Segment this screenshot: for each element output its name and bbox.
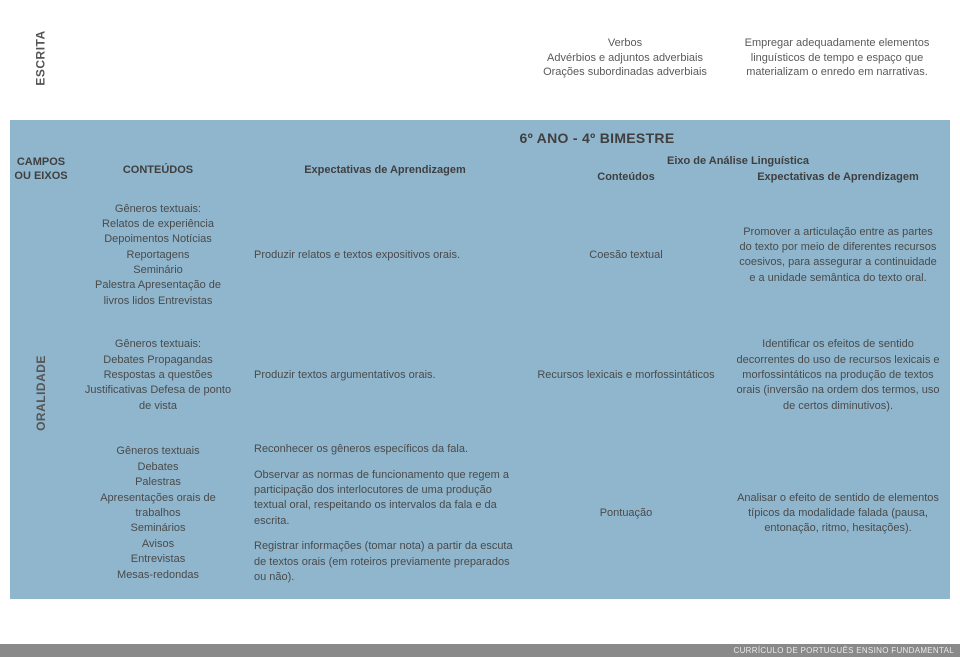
cell-eixo-expect: Analisar o efeito de sentido de elemento… [726, 428, 950, 599]
header-eixo-sub1: Conteúdos [526, 169, 726, 185]
oralidade-label: ORALIDADE [34, 355, 48, 431]
cell-eixo-expect: Identificar os efeitos de sentido decorr… [726, 323, 950, 428]
table-row: Gêneros textuais: Relatos de experiência… [72, 188, 950, 324]
header-conteudos: CONTEÚDOS [72, 152, 244, 188]
main-body: ORALIDADE Gêneros textuais: Relatos de e… [10, 188, 950, 600]
cell-eixo-conteudos: Pontuação [526, 428, 726, 599]
escrita-label: ESCRITA [34, 30, 48, 85]
expect-paragraph: Produzir textos argumentativos orais. [254, 368, 436, 383]
escrita-category-cell: ESCRITA [10, 8, 72, 108]
cell-generos: Gêneros textuais: Relatos de experiência… [72, 188, 244, 324]
cell-generos: Gêneros textuais Debates Palestras Apres… [72, 428, 244, 599]
header-expect: Expectativas de Aprendizagem [244, 152, 526, 188]
oralidade-category-cell: ORALIDADE [10, 188, 72, 600]
main-table: 6º ANO - 4º BIMESTRE CAMPOS OU EIXOS CON… [10, 120, 950, 599]
expect-paragraph: Produzir relatos e textos expositivos or… [254, 248, 460, 263]
cell-generos: Gêneros textuais: Debates Propagandas Re… [72, 323, 244, 428]
escrita-row: ESCRITA Verbos Advérbios e adjuntos adve… [10, 8, 950, 108]
cell-eixo-conteudos: Recursos lexicais e morfossintáticos [526, 323, 726, 428]
escrita-col-objective: Empregar adequadamente elementos linguís… [724, 8, 950, 108]
expect-paragraph: Observar as normas de funcionamento que … [254, 468, 516, 530]
table-row: Gêneros textuais: Debates Propagandas Re… [72, 323, 950, 428]
main-header-row: CAMPOS OU EIXOS CONTEÚDOS Expectativas d… [10, 152, 950, 188]
expect-paragraph: Reconhecer os gêneros específicos da fal… [254, 442, 468, 457]
page-footer: CURRÍCULO DE PORTUGUÊS ENSINO FUNDAMENTA… [0, 644, 960, 657]
header-eixo: Eixo de Análise Linguística Conteúdos Ex… [526, 152, 950, 188]
escrita-col-blank [72, 8, 244, 108]
cell-expectativas: Reconhecer os gêneros específicos da fal… [244, 428, 526, 599]
header-eixo-title: Eixo de Análise Linguística [526, 152, 950, 169]
main-title: 6º ANO - 4º BIMESTRE [244, 120, 950, 152]
main-title-row: 6º ANO - 4º BIMESTRE [10, 120, 950, 152]
header-campos: CAMPOS OU EIXOS [10, 152, 72, 188]
cell-eixo-expect: Promover a articulação entre as partes d… [726, 188, 950, 324]
escrita-col-verbs: Verbos Advérbios e adjuntos adverbiais O… [526, 8, 724, 108]
expect-paragraph: Registrar informações (tomar nota) a par… [254, 539, 516, 585]
cell-expectativas: Produzir relatos e textos expositivos or… [244, 188, 526, 324]
cell-expectativas: Produzir textos argumentativos orais. [244, 323, 526, 428]
header-eixo-sub2: Expectativas de Aprendizagem [726, 169, 950, 185]
escrita-col-blank2 [244, 8, 526, 108]
cell-eixo-conteudos: Coesão textual [526, 188, 726, 324]
table-row: Gêneros textuais Debates Palestras Apres… [72, 428, 950, 599]
